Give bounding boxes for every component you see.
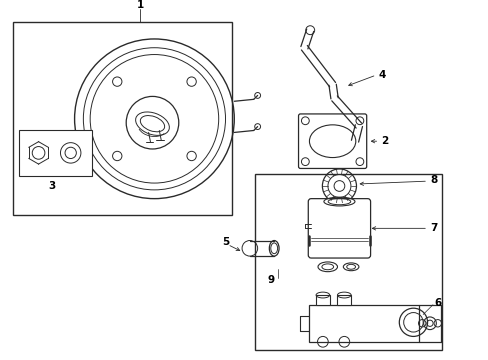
FancyBboxPatch shape: [307, 199, 370, 258]
Text: 5: 5: [222, 238, 229, 247]
Bar: [308, 305, 418, 342]
Text: 9: 9: [267, 275, 274, 285]
Bar: [337, 295, 350, 305]
Text: 6: 6: [434, 298, 441, 308]
Bar: [13, 22, 232, 215]
Text: 8: 8: [429, 175, 436, 185]
Text: 3: 3: [48, 181, 55, 191]
FancyBboxPatch shape: [298, 114, 366, 168]
Text: 1: 1: [137, 0, 143, 10]
Text: 4: 4: [378, 70, 385, 80]
Bar: [315, 295, 329, 305]
Bar: [19, 130, 92, 176]
Bar: [254, 174, 441, 350]
Text: 7: 7: [429, 223, 436, 233]
Text: 2: 2: [381, 136, 388, 146]
